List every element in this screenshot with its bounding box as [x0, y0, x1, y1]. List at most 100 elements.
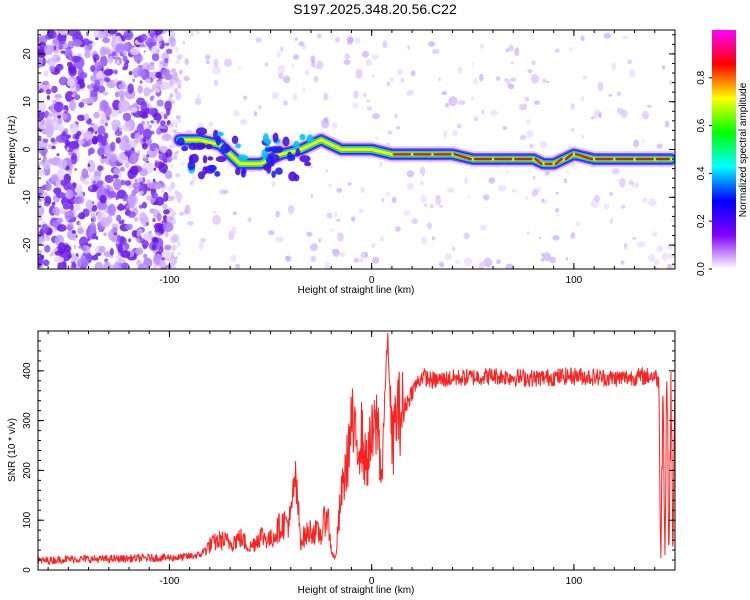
- spectrogram-speckle: [127, 211, 136, 218]
- spectrogram-speckle: [182, 40, 186, 45]
- spectrogram-speckle: [330, 228, 334, 232]
- spectrogram-speckle: [268, 230, 275, 236]
- spectrogram-speckle: [109, 255, 114, 259]
- spectrogram-speckle: [334, 211, 338, 217]
- spectrogram-speckle: [64, 210, 75, 220]
- spectrogram-speckle: [138, 191, 142, 196]
- spectrogram-speckle: [603, 32, 612, 39]
- spectrogram-speckle: [212, 214, 222, 225]
- spectrogram-speckle: [131, 230, 138, 238]
- spectrogram-speckle: [44, 124, 55, 136]
- spectrogram-speckle: [310, 255, 317, 263]
- spectrogram-speckle: [470, 96, 475, 100]
- spectrogram-speckle: [121, 219, 125, 225]
- spectrogram-speckle: [505, 78, 510, 84]
- spectrogram-speckle: [119, 236, 127, 246]
- y-tick-label: 0: [22, 146, 33, 152]
- spectrogram-speckle: [75, 133, 80, 140]
- spectrogram-speckle: [629, 69, 636, 78]
- y-tick-label: 200: [22, 462, 33, 479]
- spectrogram-speckle: [474, 117, 478, 122]
- spectrogram-speckle: [88, 243, 92, 247]
- spectrogram-speckle: [488, 177, 496, 184]
- spectrogram-speckle: [58, 76, 68, 86]
- spectrogram-speckle: [311, 60, 316, 68]
- spectrogram-speckle: [140, 33, 147, 41]
- spectrogram-speckle: [230, 254, 237, 262]
- spectrogram-blob: [176, 137, 185, 146]
- spectrogram-speckle: [112, 174, 119, 179]
- spectrogram-speckle: [93, 111, 100, 119]
- spectrogram-speckle: [102, 37, 111, 44]
- spectrogram-speckle: [527, 69, 533, 74]
- spectrogram-speckle: [58, 30, 68, 36]
- spectrogram-speckle: [360, 186, 365, 193]
- spectrogram-speckle: [443, 130, 448, 138]
- colorbar-tick-label: 0.0: [696, 262, 707, 276]
- spectrogram-speckle: [153, 264, 158, 269]
- spectrogram-speckle: [424, 203, 428, 208]
- spectrogram-speckle: [175, 91, 182, 101]
- spectrogram-speckle: [108, 264, 115, 269]
- spectrogram-speckle: [38, 101, 47, 113]
- spectrogram-speckle: [77, 227, 84, 234]
- spectrogram-speckle: [497, 184, 507, 192]
- spectrogram-speckle: [107, 203, 116, 216]
- spectrogram-speckle: [661, 65, 666, 70]
- spectrogram-speckle: [78, 101, 85, 108]
- spectrogram-speckle: [178, 69, 183, 75]
- spectrogram-speckle: [43, 70, 49, 77]
- spectrogram-blob: [271, 170, 276, 178]
- spectrogram-speckle: [151, 244, 157, 250]
- spectrogram-speckle: [69, 99, 76, 112]
- spectrogram-speckle: [53, 256, 65, 264]
- y-tick-label: 0: [22, 567, 33, 573]
- spectrogram-speckle: [125, 143, 132, 151]
- spectrogram-speckle: [146, 195, 153, 201]
- spectrogram-speckle: [55, 134, 67, 143]
- spectrogram-speckle: [609, 192, 613, 196]
- spectrogram-speckle: [51, 85, 58, 94]
- spectrogram-speckle: [169, 93, 174, 98]
- spectrogram-x-axis: -100 0 100: [47, 30, 676, 286]
- spectrogram-blob: [202, 155, 208, 164]
- spectrogram-speckle: [118, 99, 130, 112]
- spectrogram-speckle: [410, 70, 416, 77]
- spectrogram-speckle: [137, 85, 143, 94]
- spectrogram-speckle: [366, 99, 370, 103]
- spectrogram-speckle: [508, 83, 515, 90]
- colorbar-tick-label: 0.4: [696, 166, 707, 180]
- spectrogram-speckle: [117, 243, 124, 254]
- spectrogram-speckle: [457, 66, 463, 74]
- spectrogram-ridge-core: [554, 157, 563, 166]
- y-tick-label: 10: [22, 96, 33, 108]
- spectrogram-speckle: [255, 37, 262, 43]
- spectrogram-speckle: [178, 211, 185, 216]
- spectrogram-speckle: [153, 37, 158, 42]
- spectrogram-speckle: [406, 183, 415, 190]
- spectrogram-speckle: [372, 256, 380, 264]
- spectrogram-speckle: [135, 247, 144, 256]
- spectrogram-speckle: [324, 262, 331, 269]
- spectrogram-speckle: [656, 245, 663, 253]
- spectrogram-speckle: [93, 57, 97, 63]
- spectrogram-speckle: [479, 224, 487, 231]
- spectrogram-blob: [235, 167, 241, 176]
- spectrogram-speckle: [167, 185, 173, 193]
- spectrogram-speckle: [113, 78, 118, 83]
- spectrogram-ridge-core: [453, 153, 472, 161]
- spectrogram-speckle: [157, 43, 161, 47]
- spectrogram-speckle: [304, 69, 310, 76]
- spectrogram-speckle: [169, 256, 177, 266]
- spectrogram-speckle: [285, 255, 292, 262]
- spectrogram-speckle: [66, 146, 70, 151]
- spectrogram-speckle: [552, 235, 560, 241]
- spectrogram-speckle: [79, 265, 85, 269]
- spectrogram-speckle: [131, 189, 136, 197]
- spectrogram-speckle: [151, 45, 159, 54]
- spectrogram-blob: [282, 136, 290, 147]
- spectrogram-speckle: [83, 130, 94, 142]
- spectrogram-speckle: [124, 180, 132, 186]
- spectrogram-speckle: [122, 112, 132, 122]
- spectrogram-speckle: [463, 257, 473, 266]
